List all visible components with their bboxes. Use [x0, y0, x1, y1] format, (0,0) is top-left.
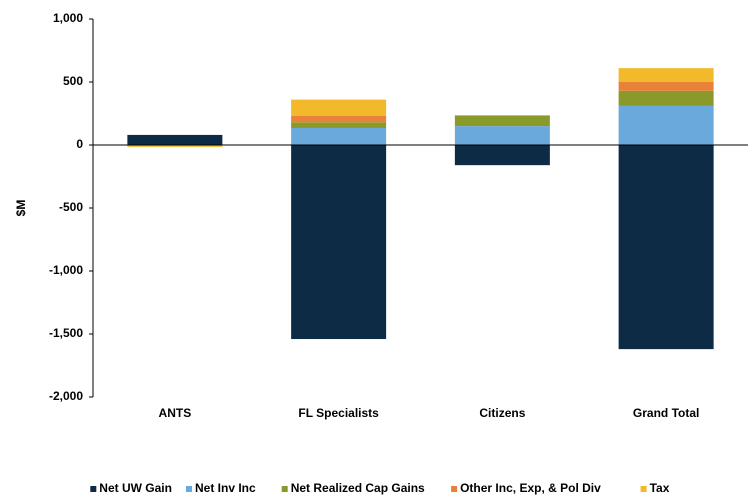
y-tick-label: -1,000 — [49, 263, 83, 277]
legend-label: Tax — [650, 481, 670, 495]
x-tick-label: Citizens — [479, 406, 525, 420]
y-tick-label: 500 — [63, 74, 83, 88]
bar-segment — [127, 145, 223, 147]
legend-swatch — [640, 486, 647, 492]
y-axis-label: $M — [14, 200, 28, 217]
x-tick-label: FL Specialists — [298, 406, 379, 420]
bar-segment — [291, 99, 387, 117]
y-tick-label: -500 — [59, 200, 83, 214]
bar-segment — [618, 68, 714, 82]
y-tick-label: -1,500 — [49, 326, 83, 340]
legend-swatch — [281, 486, 288, 492]
legend-label: Net Realized Cap Gains — [291, 481, 425, 495]
legend-swatch — [186, 486, 192, 492]
bar-segment — [618, 82, 714, 91]
bar-segment — [618, 105, 714, 145]
legend-label: Net UW Gain — [99, 481, 172, 495]
legend-label: Net Inv Inc — [195, 481, 256, 495]
bar-segment — [291, 127, 387, 145]
bar-segment — [127, 134, 223, 145]
bar-segment — [454, 115, 550, 127]
bar-segment — [291, 116, 387, 123]
y-tick-label: -2,000 — [49, 389, 83, 403]
bar-segment — [454, 145, 550, 166]
bar-segment — [291, 145, 387, 340]
bar-segment — [618, 145, 714, 350]
bar-segment — [454, 126, 550, 145]
y-tick-label: 1,000 — [53, 11, 83, 25]
bar-segment — [291, 122, 387, 128]
x-tick-label: Grand Total — [633, 406, 699, 420]
bar-segment — [618, 90, 714, 106]
legend-label: Other Inc, Exp, & Pol Div — [460, 481, 601, 495]
x-tick-label: ANTS — [159, 406, 192, 420]
legend-swatch — [90, 486, 97, 492]
legend-swatch — [451, 486, 458, 492]
y-tick-label: 0 — [76, 137, 83, 151]
